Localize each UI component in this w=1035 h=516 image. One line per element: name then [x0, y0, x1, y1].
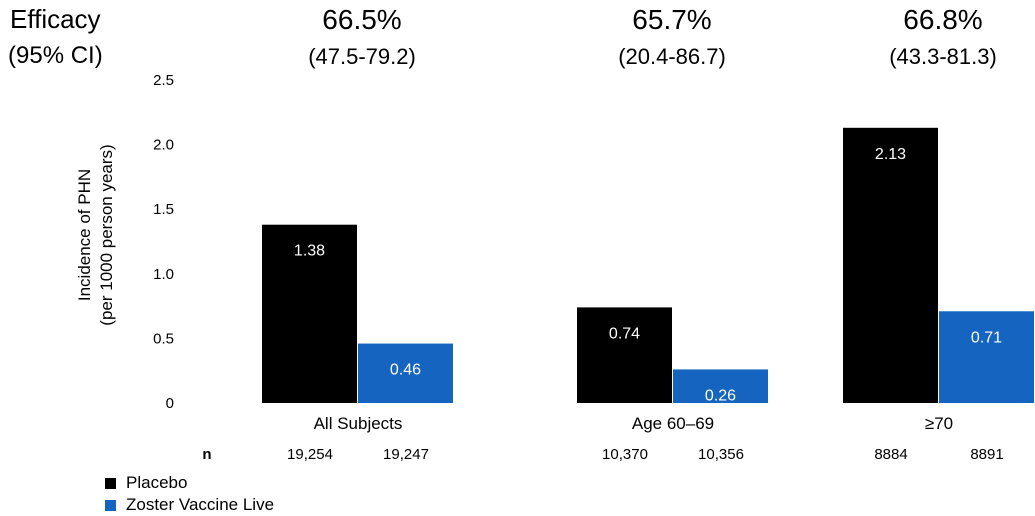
- data-label-zoster-vaccine-live-70: 0.71: [971, 329, 1002, 346]
- category-label-age-60-69: Age 60–69: [632, 414, 714, 433]
- y-axis-label-units: (per 1000 person years): [97, 144, 116, 325]
- n-label: n: [202, 446, 211, 463]
- legend-label-placebo: Placebo: [126, 473, 188, 492]
- efficacy-ci-all-subjects: (47.5-79.2): [308, 44, 416, 69]
- legend-label-vaccine: Zoster Vaccine Live: [126, 495, 275, 514]
- data-label-zoster-vaccine-live-all-subjects: 0.46: [390, 362, 421, 379]
- legend-item-vaccine: Zoster Vaccine Live: [105, 494, 274, 516]
- n-value: 10,356: [698, 446, 744, 463]
- y-tick-label: 2.0: [153, 137, 174, 154]
- efficacy-subtitle: (95% CI): [8, 42, 103, 69]
- bar-zoster-vaccine-live-all-subjects: [358, 343, 453, 403]
- efficacy-value-age-70-plus: 66.8%: [903, 4, 983, 35]
- y-tick-label: 0.5: [153, 330, 174, 347]
- legend-swatch-vaccine: [105, 499, 116, 511]
- bar-zoster-vaccine-live-70: [939, 311, 1034, 403]
- n-value: 8891: [970, 446, 1003, 463]
- category-label-all-subjects: All Subjects: [314, 414, 403, 433]
- y-tick-label: 2.5: [153, 72, 174, 89]
- data-label-placebo-all-subjects: 1.38: [294, 243, 325, 260]
- bar-zoster-vaccine-live-age-60-69: [673, 369, 768, 403]
- n-value: 19,254: [287, 446, 333, 463]
- bar-placebo-70: [843, 127, 938, 403]
- efficacy-ci-age-60-69: (20.4-86.7): [618, 44, 726, 69]
- efficacy-value-age-60-69: 65.7%: [632, 4, 712, 35]
- n-value: 8884: [874, 446, 907, 463]
- y-axis-label: Incidence of PHN: [75, 169, 94, 301]
- legend: Placebo Zoster Vaccine Live: [105, 472, 274, 516]
- efficacy-title: Efficacy: [10, 4, 101, 34]
- y-tick-label: 0: [166, 395, 174, 412]
- data-label-placebo-70: 2.13: [875, 146, 906, 163]
- bar-placebo-age-60-69: [577, 307, 672, 403]
- efficacy-value-all-subjects: 66.5%: [322, 4, 402, 35]
- n-value: 10,370: [602, 446, 648, 463]
- legend-item-placebo: Placebo: [105, 472, 274, 494]
- y-tick-label: 1.5: [153, 201, 174, 218]
- efficacy-ci-age-70-plus: (43.3-81.3): [889, 44, 997, 69]
- bar-placebo-all-subjects: [262, 224, 357, 403]
- n-value: 19,247: [383, 446, 429, 463]
- category-label-70: ≥70: [925, 414, 953, 433]
- data-label-zoster-vaccine-live-age-60-69: 0.26: [705, 387, 736, 404]
- y-tick-label: 1.0: [153, 266, 174, 283]
- data-label-placebo-age-60-69: 0.74: [609, 325, 640, 342]
- legend-swatch-placebo: [105, 477, 116, 489]
